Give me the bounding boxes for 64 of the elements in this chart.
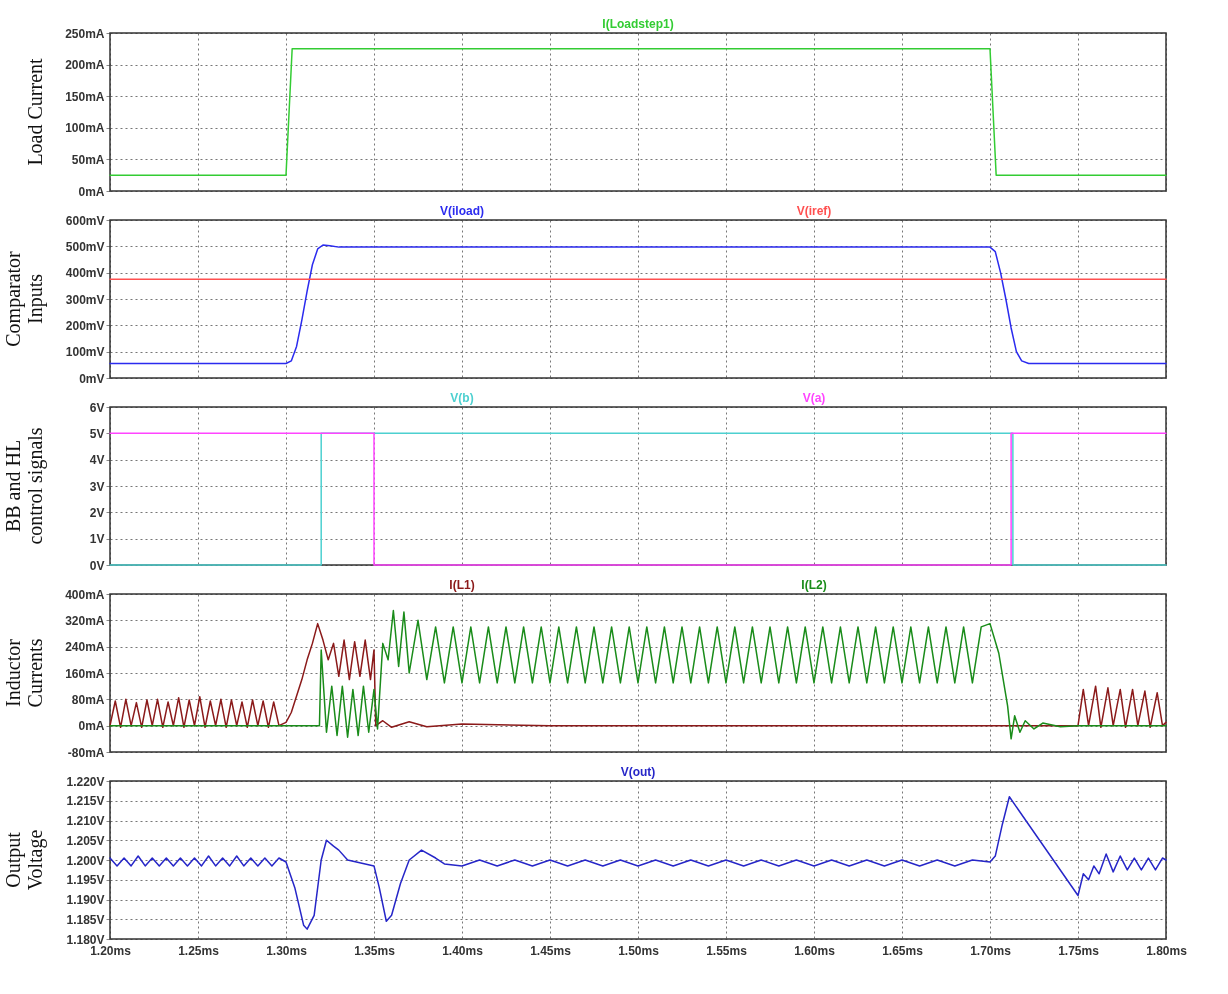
line-series: [109, 622, 1167, 729]
y-tick-label: 200mA: [65, 58, 105, 73]
y-tick-label: 600mV: [65, 213, 105, 228]
y-tick-label: 160mA: [65, 666, 105, 681]
y-tick-label: 400mA: [65, 587, 105, 602]
y-tick-label: 250mA: [65, 26, 105, 41]
text: V(out): [620, 765, 656, 779]
y-tick-label: 1.210V: [66, 814, 105, 828]
y-tick-label: 3V: [89, 479, 105, 494]
series-label: I(Loadstep1): [602, 17, 674, 31]
y-tick-label: 4V: [89, 453, 105, 468]
y-tick-label: 80mA: [71, 692, 105, 707]
y-tick-label: 1.185V: [66, 912, 105, 927]
y-tick-label: 400mV: [65, 266, 105, 281]
y-tick-label: 0V: [89, 558, 105, 573]
text: I(L2): [801, 578, 827, 592]
y-tick-label: 50mA: [71, 152, 105, 167]
x-tick-label: 1.65ms: [882, 943, 924, 958]
text: V(b): [450, 391, 474, 405]
line-series: [109, 244, 1167, 365]
y-tick-label: 1.215V: [66, 794, 105, 809]
y-tick-label: 500mV: [65, 239, 105, 254]
x-tick-label: 1.35ms: [354, 943, 396, 958]
y-tick-label: 300mV: [65, 292, 105, 307]
x-tick-label: 1.55ms: [706, 943, 748, 958]
y-tick-label: 1.200V: [66, 853, 105, 868]
text: V(a): [802, 391, 826, 405]
y-tick-label: 0mA: [78, 184, 105, 199]
y-tick-label: 5V: [89, 426, 105, 441]
y-tick-label: 1.195V: [66, 873, 105, 888]
x-tick-label: 1.80ms: [1146, 943, 1188, 958]
x-tick-label: 1.50ms: [618, 943, 660, 958]
text: V(iload): [440, 204, 484, 218]
text: V(iref): [796, 204, 832, 218]
y-tick-label: 1.190V: [66, 893, 105, 907]
y-tick-label: 6V: [89, 400, 105, 415]
y-axis-title: BB and HL control signals: [2, 427, 47, 545]
y-tick-label: 240mA: [65, 640, 105, 655]
y-tick-label: 2V: [89, 505, 105, 520]
y-axis-title: Inductor Currents: [2, 638, 46, 708]
text: I(L1): [449, 578, 475, 592]
y-tick-label: 100mV: [65, 345, 105, 360]
x-tick-label: 1.60ms: [794, 943, 836, 958]
line-series: [109, 796, 1167, 930]
y-tick-label: 200mV: [65, 318, 105, 333]
y-axis-title: Comparator Inputs: [2, 250, 47, 347]
y-axis-title: Load Current: [24, 57, 46, 166]
y-tick-label: 150mA: [65, 89, 105, 104]
x-tick-label: 1.40ms: [442, 943, 484, 958]
x-tick-label: 1.30ms: [266, 943, 308, 958]
y-axis-title: Output Voltage: [2, 829, 47, 891]
y-tick-label: 0mV: [79, 371, 105, 386]
line-series: [109, 609, 1167, 740]
y-tick-label: 100mA: [65, 121, 105, 136]
y-tick-label: 0mA: [78, 719, 105, 734]
x-tick-label: 1.45ms: [530, 943, 572, 958]
x-tick-label: 1.75ms: [1058, 943, 1100, 958]
y-tick-label: -80mA: [67, 745, 105, 760]
y-tick-label: 1.205V: [66, 833, 105, 848]
y-tick-label: 320mA: [65, 613, 105, 628]
x-tick-label: 1.25ms: [178, 943, 220, 958]
y-tick-label: 1.220V: [66, 774, 105, 789]
x-tick-label: 1.70ms: [970, 943, 1012, 958]
y-tick-label: 1V: [89, 532, 105, 547]
